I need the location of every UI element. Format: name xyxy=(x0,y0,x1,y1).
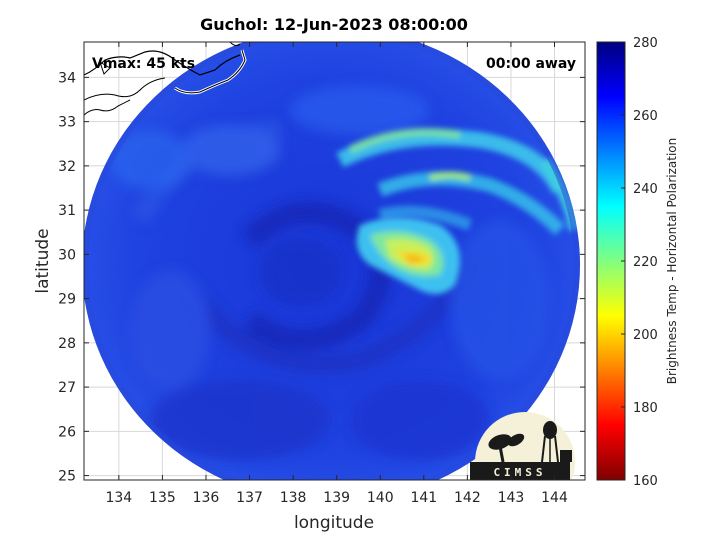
y-tick-label: 26 xyxy=(58,424,76,440)
x-tick-label: 136 xyxy=(193,490,220,506)
vmax-label: Vmax: 45 kts xyxy=(92,56,195,72)
y-tick-label: 33 xyxy=(58,115,76,131)
x-tick-label: 142 xyxy=(454,490,481,506)
x-tick-label: 141 xyxy=(410,490,437,506)
y-axis-label: latitude xyxy=(33,228,53,293)
cimss-logo: CIMSS xyxy=(470,412,575,480)
colorbar-label: Brightness Temp - Horizontal Polarizatio… xyxy=(665,138,679,385)
time-away-label: 00:00 away xyxy=(486,56,576,72)
y-tick-label: 31 xyxy=(58,203,76,219)
colorbar-tick-label: 260 xyxy=(633,109,658,124)
y-tick-label: 27 xyxy=(58,380,76,396)
x-tick-label: 134 xyxy=(105,490,132,506)
x-tick-label: 140 xyxy=(367,490,394,506)
map-title: Guchol: 12-Jun-2023 08:00:00 xyxy=(200,15,468,34)
x-axis-ticks: 134 135 136 137 138 139 140 141 142 143 144 xyxy=(105,42,568,506)
y-tick-label: 28 xyxy=(58,336,76,352)
x-tick-label: 143 xyxy=(498,490,525,506)
x-tick-label: 137 xyxy=(236,490,263,506)
x-tick-label: 135 xyxy=(149,490,176,506)
colorbar-tick-label: 200 xyxy=(633,328,658,343)
colorbar-tick-label: 160 xyxy=(633,474,658,489)
axes-frame xyxy=(83,41,586,481)
coastline xyxy=(84,42,247,116)
x-tick-label: 138 xyxy=(280,490,307,506)
satellite-swath xyxy=(84,42,580,480)
x-axis-label: longitude xyxy=(294,513,374,533)
y-tick-label: 34 xyxy=(58,70,76,86)
x-tick-label: 139 xyxy=(323,490,350,506)
colorbar-tick-label: 180 xyxy=(633,401,658,416)
y-axis-ticks: 34 33 32 31 30 29 28 27 26 25 xyxy=(58,70,585,485)
y-tick-label: 25 xyxy=(58,469,76,485)
colorbar-tick-label: 220 xyxy=(633,255,658,270)
y-tick-label: 32 xyxy=(58,159,76,175)
colorbar-tick-label: 240 xyxy=(633,182,658,197)
cimss-logo-text: CIMSS xyxy=(493,466,546,479)
colorbar-tick-label: 280 xyxy=(633,36,658,51)
colorbar-ticks: 280 260 240 220 200 180 160 xyxy=(621,36,658,489)
colorbar xyxy=(596,41,626,481)
x-tick-label: 144 xyxy=(541,490,568,506)
y-tick-label: 29 xyxy=(58,292,76,308)
y-tick-label: 30 xyxy=(58,247,76,263)
